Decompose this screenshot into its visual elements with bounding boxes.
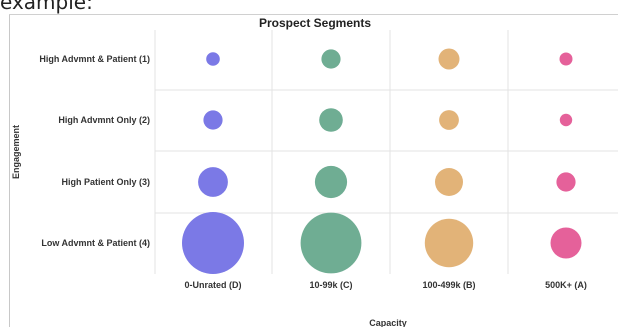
bubble-point [550, 227, 582, 259]
bubble-point [424, 218, 474, 268]
bubble-point [300, 212, 362, 274]
bubbles [182, 48, 582, 274]
bubble-point [206, 52, 220, 66]
grid-lines [154, 30, 618, 274]
frame-left-border [9, 14, 10, 327]
bubble-point [198, 167, 228, 197]
y-tick-label: High Advmnt & Patient (1) [39, 54, 150, 64]
x-axis-labels: 0-Unrated (D) 10-99k (C) 100-499k (B) 500K+… [184, 280, 586, 290]
bubble-point [319, 108, 343, 132]
bubble-point [439, 110, 459, 130]
y-tick-label: High Advmnt Only (2) [58, 115, 150, 125]
bubble-point [438, 48, 460, 70]
x-tick-label: 10-99k (C) [309, 280, 352, 290]
top-text: example: [0, 0, 93, 14]
y-tick-label: High Patient Only (3) [61, 177, 150, 187]
bubble-point [559, 113, 573, 127]
chart-title: Prospect Segments [259, 16, 371, 30]
y-axis-title: Engagement [11, 125, 21, 179]
bubble-point [314, 165, 348, 199]
bubble-point [321, 49, 341, 69]
bubble-point [559, 52, 573, 66]
x-tick-label: 0-Unrated (D) [184, 280, 241, 290]
frame-top-border [9, 14, 618, 15]
x-tick-label: 500K+ (A) [545, 280, 587, 290]
bubble-point [182, 212, 244, 274]
x-axis-title: Capacity [369, 318, 407, 327]
y-tick-label: Low Advmnt & Patient (4) [41, 238, 150, 248]
y-axis-labels: High Advmnt & Patient (1) High Advmnt Onl… [39, 54, 150, 248]
bubble-point [435, 168, 463, 196]
bubble-point [556, 172, 576, 192]
x-tick-label: 100-499k (B) [422, 280, 475, 290]
bubble-point [203, 110, 223, 130]
